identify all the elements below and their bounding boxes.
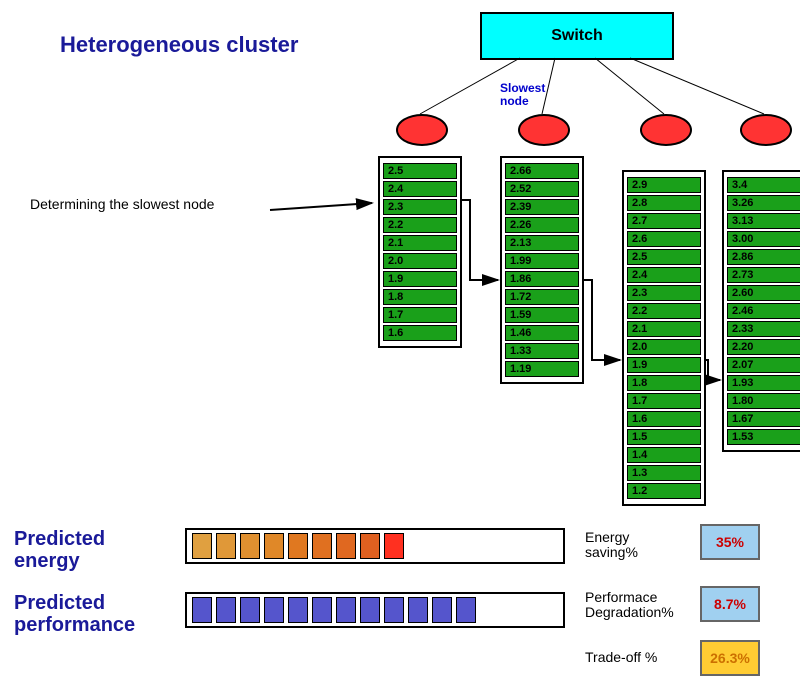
freq-cell: 2.1 xyxy=(383,235,457,251)
freq-cell: 1.8 xyxy=(383,289,457,305)
freq-cell: 2.60 xyxy=(727,285,800,301)
freq-cell: 2.07 xyxy=(727,357,800,373)
freq-cell: 2.13 xyxy=(505,235,579,251)
bar-segment xyxy=(408,597,428,623)
freq-cell: 2.46 xyxy=(727,303,800,319)
freq-cell: 3.26 xyxy=(727,195,800,211)
freq-cell: 1.7 xyxy=(627,393,701,409)
bar-segment xyxy=(288,533,308,559)
node-stack: 2.9 2.8 2.7 2.6 2.5 2.4 2.3 2.2 2.1 2.0 1.9 1.8 1.7 1… xyxy=(622,170,706,506)
freq-cell: 1.9 xyxy=(383,271,457,287)
bar-segment xyxy=(312,533,332,559)
bar-segment xyxy=(192,597,212,623)
bar-segment xyxy=(216,533,236,559)
switch-label: Switch xyxy=(551,27,603,45)
freq-cell: 1.33 xyxy=(505,343,579,359)
freq-cell: 1.3 xyxy=(627,465,701,481)
bar-segment xyxy=(240,533,260,559)
freq-cell: 2.4 xyxy=(383,181,457,197)
freq-cell: 1.5 xyxy=(627,429,701,445)
freq-cell: 1.80 xyxy=(727,393,800,409)
predicted-energy-label: Predicted energy xyxy=(14,528,105,572)
energy-bar xyxy=(185,528,565,564)
freq-cell: 2.86 xyxy=(727,249,800,265)
metric-label: Energy saving% xyxy=(585,530,638,561)
freq-cell: 3.4 xyxy=(727,177,800,193)
freq-cell: 2.52 xyxy=(505,181,579,197)
node-stack: 3.4 3.26 3.13 3.00 2.86 2.73 2.60 2.46 2.33 2.20 2… xyxy=(722,170,800,452)
freq-cell: 2.39 xyxy=(505,199,579,215)
freq-cell: 2.3 xyxy=(627,285,701,301)
freq-cell: 2.26 xyxy=(505,217,579,233)
bar-segment xyxy=(384,533,404,559)
freq-cell: 1.8 xyxy=(627,375,701,391)
bar-segment xyxy=(288,597,308,623)
freq-cell: 3.00 xyxy=(727,231,800,247)
freq-cell: 1.6 xyxy=(627,411,701,427)
freq-cell: 1.46 xyxy=(505,325,579,341)
node-ellipse xyxy=(740,114,792,146)
freq-cell: 1.6 xyxy=(383,325,457,341)
bar-segment xyxy=(192,533,212,559)
freq-cell: 1.99 xyxy=(505,253,579,269)
node-ellipse xyxy=(640,114,692,146)
freq-cell: 1.7 xyxy=(383,307,457,323)
freq-cell: 2.7 xyxy=(627,213,701,229)
freq-cell: 2.66 xyxy=(505,163,579,179)
determining-label: Determining the slowest node xyxy=(30,196,214,212)
bar-segment xyxy=(336,597,356,623)
freq-cell: 2.0 xyxy=(627,339,701,355)
predicted-performance-label: Predicted performance xyxy=(14,592,135,636)
metric-value-box: 26.3% xyxy=(700,640,760,676)
node-ellipse xyxy=(518,114,570,146)
bar-segment xyxy=(264,533,284,559)
slowest-node-label: Slowest node xyxy=(500,82,545,108)
metric-value-box: 35% xyxy=(700,524,760,560)
freq-cell: 2.20 xyxy=(727,339,800,355)
freq-cell: 2.33 xyxy=(727,321,800,337)
freq-cell: 1.72 xyxy=(505,289,579,305)
bar-segment xyxy=(360,533,380,559)
bar-segment xyxy=(456,597,476,623)
freq-cell: 1.4 xyxy=(627,447,701,463)
freq-cell: 2.73 xyxy=(727,267,800,283)
freq-cell: 1.53 xyxy=(727,429,800,445)
page-title: Heterogeneous cluster xyxy=(60,32,298,58)
bar-segment xyxy=(360,597,380,623)
freq-cell: 2.0 xyxy=(383,253,457,269)
freq-cell: 1.19 xyxy=(505,361,579,377)
freq-cell: 1.93 xyxy=(727,375,800,391)
freq-cell: 3.13 xyxy=(727,213,800,229)
freq-cell: 2.2 xyxy=(627,303,701,319)
bar-segment xyxy=(216,597,236,623)
freq-cell: 1.9 xyxy=(627,357,701,373)
bar-segment xyxy=(264,597,284,623)
freq-cell: 1.86 xyxy=(505,271,579,287)
freq-cell: 2.5 xyxy=(383,163,457,179)
freq-cell: 2.1 xyxy=(627,321,701,337)
node-stack: 2.66 2.52 2.39 2.26 2.13 1.99 1.86 1.72 1.59 1.46… xyxy=(500,156,584,384)
freq-cell: 2.3 xyxy=(383,199,457,215)
bar-segment xyxy=(240,597,260,623)
node-stack: 2.5 2.4 2.3 2.2 2.1 2.0 1.9 1.8 1.7 1.6 xyxy=(378,156,462,348)
freq-cell: 1.67 xyxy=(727,411,800,427)
freq-cell: 2.8 xyxy=(627,195,701,211)
bar-segment xyxy=(312,597,332,623)
freq-cell: 2.4 xyxy=(627,267,701,283)
freq-cell: 2.9 xyxy=(627,177,701,193)
metric-value-box: 8.7% xyxy=(700,586,760,622)
bar-segment xyxy=(384,597,404,623)
freq-cell: 2.5 xyxy=(627,249,701,265)
metric-label: Trade-off % xyxy=(585,650,657,665)
freq-cell: 1.2 xyxy=(627,483,701,499)
bar-segment xyxy=(432,597,452,623)
node-ellipse xyxy=(396,114,448,146)
performance-bar xyxy=(185,592,565,628)
freq-cell: 2.2 xyxy=(383,217,457,233)
metric-label: Performace Degradation% xyxy=(585,590,674,621)
bar-segment xyxy=(336,533,356,559)
freq-cell: 2.6 xyxy=(627,231,701,247)
switch-box: Switch xyxy=(480,12,674,60)
freq-cell: 1.59 xyxy=(505,307,579,323)
